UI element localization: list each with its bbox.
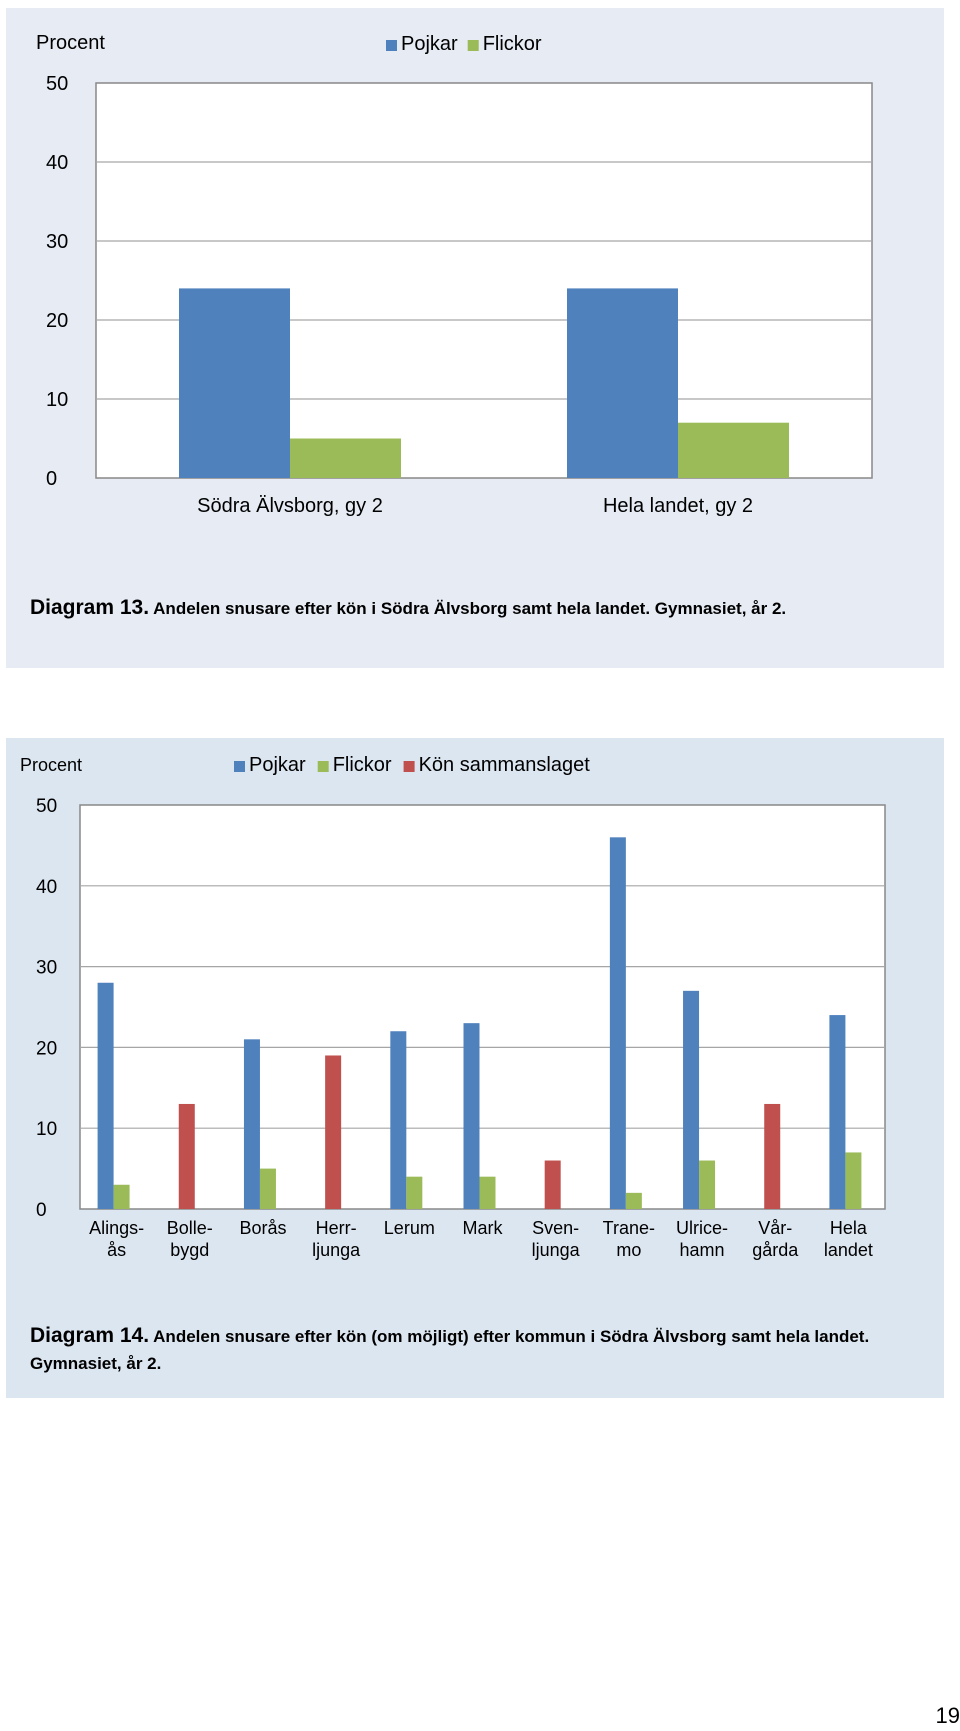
c14-ytick-label: 0 [36,1200,47,1221]
c13-ylabel: Procent [36,32,105,54]
c13-legend-swatch [386,40,397,51]
caption-14: Diagram 14. Andelen snusare efter kön (o… [30,1322,920,1377]
c14-category-label: Alings-ås [89,1218,144,1260]
c13-bar-pojkar [567,288,678,478]
c14-bar-kön-sammanslaget [764,1103,781,1209]
caption-14-number: Diagram 14. [30,1324,150,1347]
c14-ylabel: Procent [20,755,82,775]
c14-bar-pojkar [390,1031,407,1209]
c14-legend-swatch [403,761,415,772]
c13-legend-label: Pojkar [401,33,458,55]
chart-13: 50 40 30 20 10 0 Procent Södra Älvsborg, gy 2 He… [36,32,873,517]
c13-ytick-label: 40 [46,152,68,174]
c14-bar-flickor [259,1168,276,1209]
c14-legend-swatch [317,761,329,772]
c13-category-label: Södra Älvsborg, gy 2 [197,495,383,517]
caption-13: Diagram 13. Andelen snusare efter kön i … [30,594,920,622]
c14-category-label: Hela landet [824,1218,873,1260]
caption-14-text: Andelen snusare efter kön (om möjligt) e… [30,1327,870,1373]
c14-legend-label: Kön sammanslaget [419,754,591,776]
c13-bar-flickor [678,422,789,478]
c14-bar-flickor [479,1176,496,1209]
c14-bar-pojkar [683,990,700,1209]
c14-category-label: Lerum [384,1218,435,1238]
c14-legend-label: Pojkar [249,754,306,776]
c14-category-label: Borås [239,1218,286,1238]
c14-category-label: Vår-gårda [752,1218,799,1260]
c14-bar-flickor [845,1152,862,1209]
c14-bar-flickor [625,1192,642,1209]
c14-legend-swatch [234,761,245,772]
c13-legend-label: Flickor [483,33,542,55]
c14-bar-pojkar [609,837,626,1209]
c14-category-label: Trane-mo [603,1218,655,1260]
c14-category-label: Sven-ljunga [532,1218,581,1260]
c14-ytick-label: 40 [36,877,57,898]
c13-ytick-label: 30 [46,231,68,253]
chart-14: 50 40 30 20 10 0 Procent Alings-ås Bolle-bygd Bor… [20,754,886,1260]
c14-bar-kön-sammanslaget [544,1160,561,1209]
caption-13-text: Andelen snusare efter kön i Södra Älvsbo… [153,599,787,618]
c14-bar-pojkar [829,1015,846,1209]
c13-ytick-label: 20 [46,310,68,332]
c14-bar-flickor [699,1160,716,1209]
chart-panel-14: 50 40 30 20 10 0 Procent Alings-ås Bolle-bygd Bor… [6,738,944,1398]
c13-bar-flickor [290,438,401,478]
chart-panel-13: 50 40 30 20 10 0 Procent Södra Älvsborg, gy 2 He… [6,8,944,668]
c14-category-label: Bolle-bygd [167,1218,213,1260]
c13-ytick-label: 0 [46,468,57,490]
c13-bar-pojkar [179,288,290,478]
c14-ytick-label: 30 [36,958,57,979]
c13-ytick-label: 10 [46,389,68,411]
c14-category-label: Mark [463,1218,504,1238]
c14-legend-label: Flickor [333,754,392,776]
c14-bar-flickor [113,1184,130,1209]
page-number: 19 [935,1703,960,1728]
c14-bar-kön-sammanslaget [325,1055,342,1209]
c14-category-label: Herr-ljunga [312,1218,361,1260]
c14-ytick-label: 20 [36,1038,57,1059]
c14-ytick-label: 10 [36,1119,57,1140]
c14-bar-pojkar [97,982,114,1209]
c13-category-label: Hela landet, gy 2 [603,495,753,517]
c14-bar-pojkar [243,1039,260,1209]
c14-bar-flickor [406,1176,423,1209]
c13-ytick-label: 50 [46,73,68,95]
caption-13-number: Diagram 13. [30,596,150,619]
c14-bar-pojkar [463,1023,480,1209]
c14-ytick-label: 50 [36,796,57,817]
c13-legend-swatch [467,40,479,51]
c14-bar-kön-sammanslaget [178,1103,195,1209]
c14-category-label: Ulrice-hamn [676,1218,728,1260]
